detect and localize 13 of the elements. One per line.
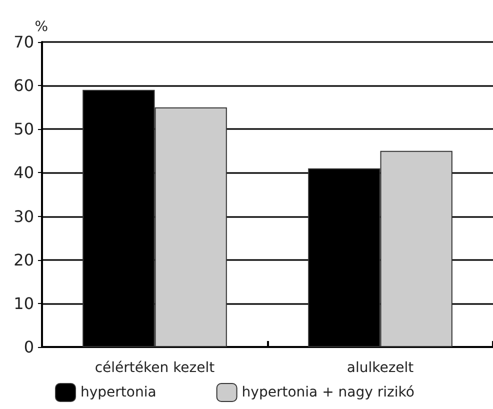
legend-label: hypertonia + nagy rizikó bbox=[242, 384, 414, 400]
y-tick-label: 60 bbox=[14, 76, 34, 96]
legend-label: hypertonia bbox=[80, 384, 156, 400]
x-tick-label: alulkezelt bbox=[346, 360, 414, 376]
y-tick-label: 40 bbox=[14, 163, 34, 182]
y-tick-label: 70 bbox=[14, 32, 34, 52]
y-axis-title: % bbox=[34, 19, 48, 35]
y-tick-label: 20 bbox=[14, 250, 34, 270]
x-tick-label: célértéken kezelt bbox=[94, 360, 216, 376]
y-tick-label: 50 bbox=[14, 120, 34, 139]
y-tick-label: 0 bbox=[24, 338, 34, 356]
y-tick-label: 10 bbox=[14, 294, 34, 313]
y-tick-label: 30 bbox=[14, 206, 34, 226]
